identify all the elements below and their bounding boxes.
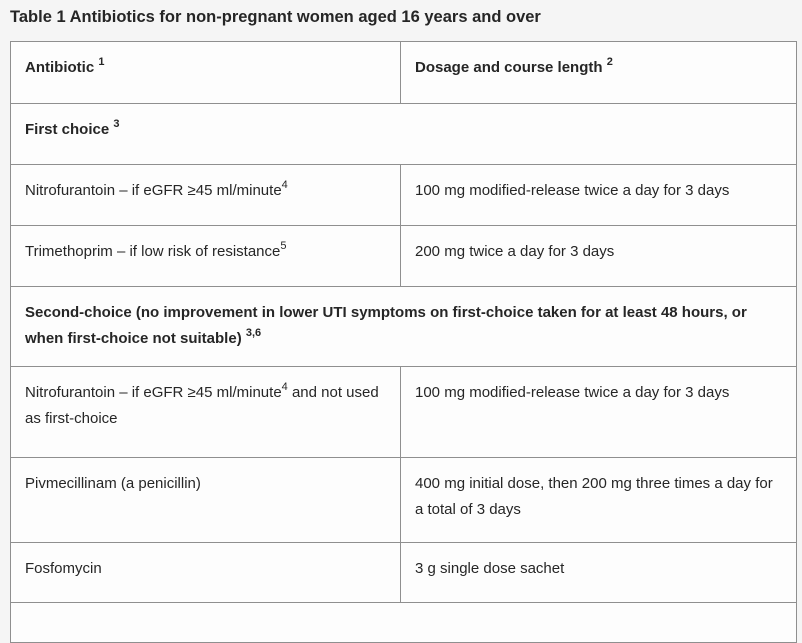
footnote-ref-4: 4 [281,179,288,191]
cell-dosage-fosfomycin: 3 g single dose sachet [400,542,797,603]
antibiotic-name-nitrofurantoin: Nitrofurantoin – if eGFR ≥45 ml/minute [25,182,282,199]
table-row-nitrofurantoin-second: Nitrofurantoin – if eGFR ≥45 ml/minute4 … [10,366,797,458]
column-header-antibiotic-label: Antibiotic [25,59,99,76]
footnote-ref-2: 2 [606,56,613,68]
antibiotic-name-trimethoprim: Trimethoprim – if low risk of resistance [25,243,281,260]
section-row-second-choice: Second-choice (no improvement in lower U… [10,286,797,367]
cell-dosage-pivmecillinam: 400 mg initial dose, then 200 mg three t… [400,457,797,543]
column-header-dosage: Dosage and course length 2 [400,41,797,104]
dosage-text-trimethoprim: 200 mg twice a day for 3 days [415,243,615,260]
table-row-trimethoprim: Trimethoprim – if low risk of resistance… [10,225,797,287]
section-cell-second-choice: Second-choice (no improvement in lower U… [10,286,797,367]
section-cell-first-choice: First choice 3 [10,103,797,165]
footnote-ref-1: 1 [98,56,105,68]
column-header-antibiotic: Antibiotic 1 [10,41,401,104]
section-label-second-choice: Second-choice (no improvement in lower U… [25,304,747,347]
cell-antibiotic-trimethoprim: Trimethoprim – if low risk of resistance… [10,225,401,287]
footnote-ref-4-second: 4 [281,381,288,393]
table-row-nitrofurantoin: Nitrofurantoin – if eGFR ≥45 ml/minute4 … [10,164,797,226]
table-row-pivmecillinam: Pivmecillinam (a penicillin) 400 mg init… [10,457,797,543]
footnote-ref-5: 5 [280,240,287,252]
section-label-first-choice: First choice [25,121,114,138]
cell-dosage-nitrofurantoin: 100 mg modified-release twice a day for … [400,164,797,226]
table-row-fosfomycin: Fosfomycin 3 g single dose sachet [10,542,797,603]
table-title: Table 1 Antibiotics for non-pregnant wom… [10,8,541,26]
cell-antibiotic-fosfomycin: Fosfomycin [10,542,401,603]
antibiotic-name-nitrofurantoin-second: Nitrofurantoin – if eGFR ≥45 ml/minute [25,384,282,401]
footnote-ref-3-6: 3,6 [245,327,262,339]
section-row-first-choice: First choice 3 [10,103,797,165]
column-header-dosage-label: Dosage and course length [415,59,607,76]
dosage-text-pivmecillinam: 400 mg initial dose, then 200 mg three t… [415,475,773,518]
footnote-ref-3: 3 [113,118,120,130]
antibiotic-name-nitrofurantoin-second-cont: and not used as first-choice [25,384,379,427]
dosage-text-nitrofurantoin-second: 100 mg modified-release twice a day for … [415,384,730,401]
dosage-text-fosfomycin: 3 g single dose sachet [415,560,565,577]
cell-dosage-nitrofurantoin-second: 100 mg modified-release twice a day for … [400,366,797,458]
antibiotic-name-fosfomycin: Fosfomycin [25,560,102,577]
cell-antibiotic-nitrofurantoin: Nitrofurantoin – if eGFR ≥45 ml/minute4 [10,164,401,226]
antibiotic-name-pivmecillinam: Pivmecillinam (a penicillin) [25,475,201,492]
dosage-text-nitrofurantoin: 100 mg modified-release twice a day for … [415,182,730,199]
cell-antibiotic-nitrofurantoin-second: Nitrofurantoin – if eGFR ≥45 ml/minute4 … [10,366,401,458]
antibiotics-table: Antibiotic 1 Dosage and course length 2 … [10,41,797,643]
table-header-row: Antibiotic 1 Dosage and course length 2 [10,41,797,104]
cell-antibiotic-pivmecillinam: Pivmecillinam (a penicillin) [10,457,401,543]
table-row-partial-clipped [10,602,797,643]
cell-partial-clipped [10,602,797,643]
cell-dosage-trimethoprim: 200 mg twice a day for 3 days [400,225,797,287]
